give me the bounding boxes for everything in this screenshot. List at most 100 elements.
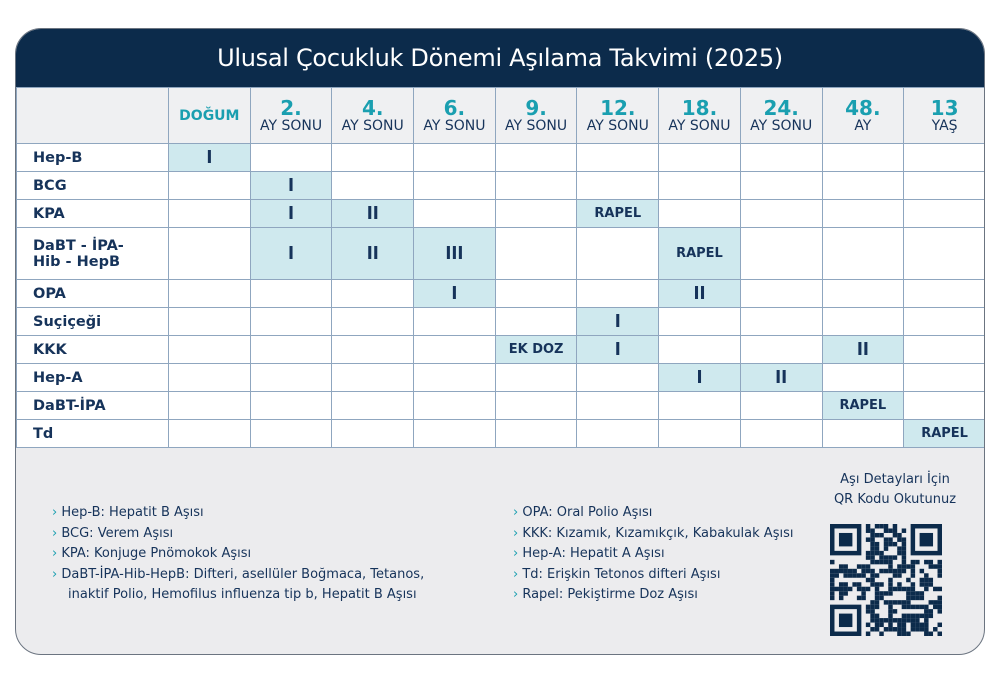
legend-item: Hep-A: Hepatit A Aşısı (513, 544, 793, 565)
qr-module (879, 524, 884, 529)
qr-module (865, 550, 871, 556)
qr-module (924, 559, 929, 565)
qr-module (937, 609, 942, 614)
qr-module (888, 537, 893, 542)
dose-label: II (366, 243, 379, 264)
empty-cell (576, 419, 660, 448)
legend-item: KKK: Kızamık, Kızamıkçık, Kabakulak Aşıs… (513, 524, 793, 545)
empty-cell (821, 227, 905, 280)
qr-module (879, 622, 884, 628)
empty-cell (413, 199, 496, 228)
empty-cell (168, 171, 251, 200)
qr-module (892, 600, 898, 605)
qr-module (879, 532, 884, 538)
qr-module (888, 528, 893, 533)
qr-module (874, 586, 880, 592)
empty-cell (821, 199, 905, 228)
qr-module (883, 591, 889, 596)
qr-module (924, 586, 929, 592)
empty-cell (494, 227, 578, 280)
legend-item: OPA: Oral Polio Aşısı (513, 503, 793, 524)
qr-module (906, 595, 911, 601)
table-row: OPA I II (16, 279, 984, 308)
qr-module (919, 613, 925, 619)
qr-module (897, 546, 902, 551)
qr-module (879, 631, 884, 636)
qr-module (897, 586, 902, 592)
qr-module (838, 532, 853, 547)
qr-module (906, 586, 911, 592)
qr-module (847, 568, 853, 574)
empty-cell (331, 279, 415, 308)
qr-module (888, 541, 893, 547)
qr-module (897, 631, 902, 636)
dose-label: II (693, 283, 706, 304)
qr-module (910, 618, 916, 623)
empty-cell (249, 143, 333, 172)
empty-cell (739, 335, 823, 364)
column-unit: AY SONU (668, 117, 731, 134)
qr-module (874, 573, 880, 578)
qr-module (834, 573, 839, 578)
column-header: 12. AY SONU (576, 87, 660, 144)
qr-module (910, 595, 916, 601)
qr-module (874, 618, 880, 623)
vaccine-name: Hep-B (16, 143, 169, 172)
qr-module (897, 600, 902, 605)
empty-cell (249, 279, 333, 308)
qr-module (843, 582, 848, 587)
schedule-table: DOĞUM 2. AY SONU 4. AY SONU 6. AY SONU 9. AY SON… (16, 87, 984, 448)
qr-module (861, 595, 866, 601)
qr-module (865, 528, 871, 533)
qr-module (915, 627, 920, 632)
qr-module (906, 618, 911, 623)
column-unit: AY SONU (259, 117, 323, 134)
qr-module (843, 568, 848, 574)
dose-label: EK DOZ (508, 342, 564, 357)
qr-module (870, 532, 875, 538)
empty-cell (739, 199, 823, 228)
qr-module (919, 582, 925, 587)
legend-item: Td: Erişkin Tetonos difteri Aşısı (513, 565, 793, 586)
qr-module (937, 622, 942, 628)
qr-module (924, 631, 929, 636)
qr-module (901, 564, 907, 569)
qr-module (888, 618, 893, 623)
qr-module (883, 568, 889, 574)
legend-item: DaBT-İPA-Hib-HepB: Difteri, asellüler Bo… (52, 565, 424, 586)
qr-module (888, 613, 893, 619)
qr-code[interactable] (830, 524, 942, 636)
qr-module (830, 568, 835, 574)
qr-module (892, 618, 898, 623)
qr-module (915, 613, 920, 619)
qr-module (906, 631, 911, 636)
column-number: 4. (361, 95, 384, 120)
qr-module (879, 568, 884, 574)
empty-cell (576, 143, 660, 172)
qr-module (919, 577, 925, 583)
qr-label: Aşı Detayları İçin QR Kodu Okutunuz (833, 472, 957, 507)
empty-cell (249, 419, 333, 448)
column-number: 9. (525, 95, 547, 120)
empty-cell (903, 335, 984, 364)
qr-module (919, 595, 925, 601)
qr-module (928, 564, 934, 569)
qr-module (897, 568, 902, 574)
qr-module (834, 586, 839, 592)
table-row: BCG I (16, 171, 984, 200)
qr-module (870, 573, 875, 578)
qr-module (865, 622, 871, 628)
dose-cell: II (739, 363, 823, 392)
qr-module (883, 600, 889, 605)
dose-label: I (206, 147, 213, 168)
qr-module (897, 550, 902, 556)
qr-module (830, 595, 835, 601)
qr-module (906, 613, 911, 619)
qr-module (901, 546, 907, 551)
qr-module (861, 586, 866, 592)
qr-module (892, 568, 898, 574)
empty-cell (576, 227, 660, 280)
empty-cell (903, 363, 984, 392)
qr-module (830, 573, 835, 578)
qr-module (928, 613, 934, 619)
